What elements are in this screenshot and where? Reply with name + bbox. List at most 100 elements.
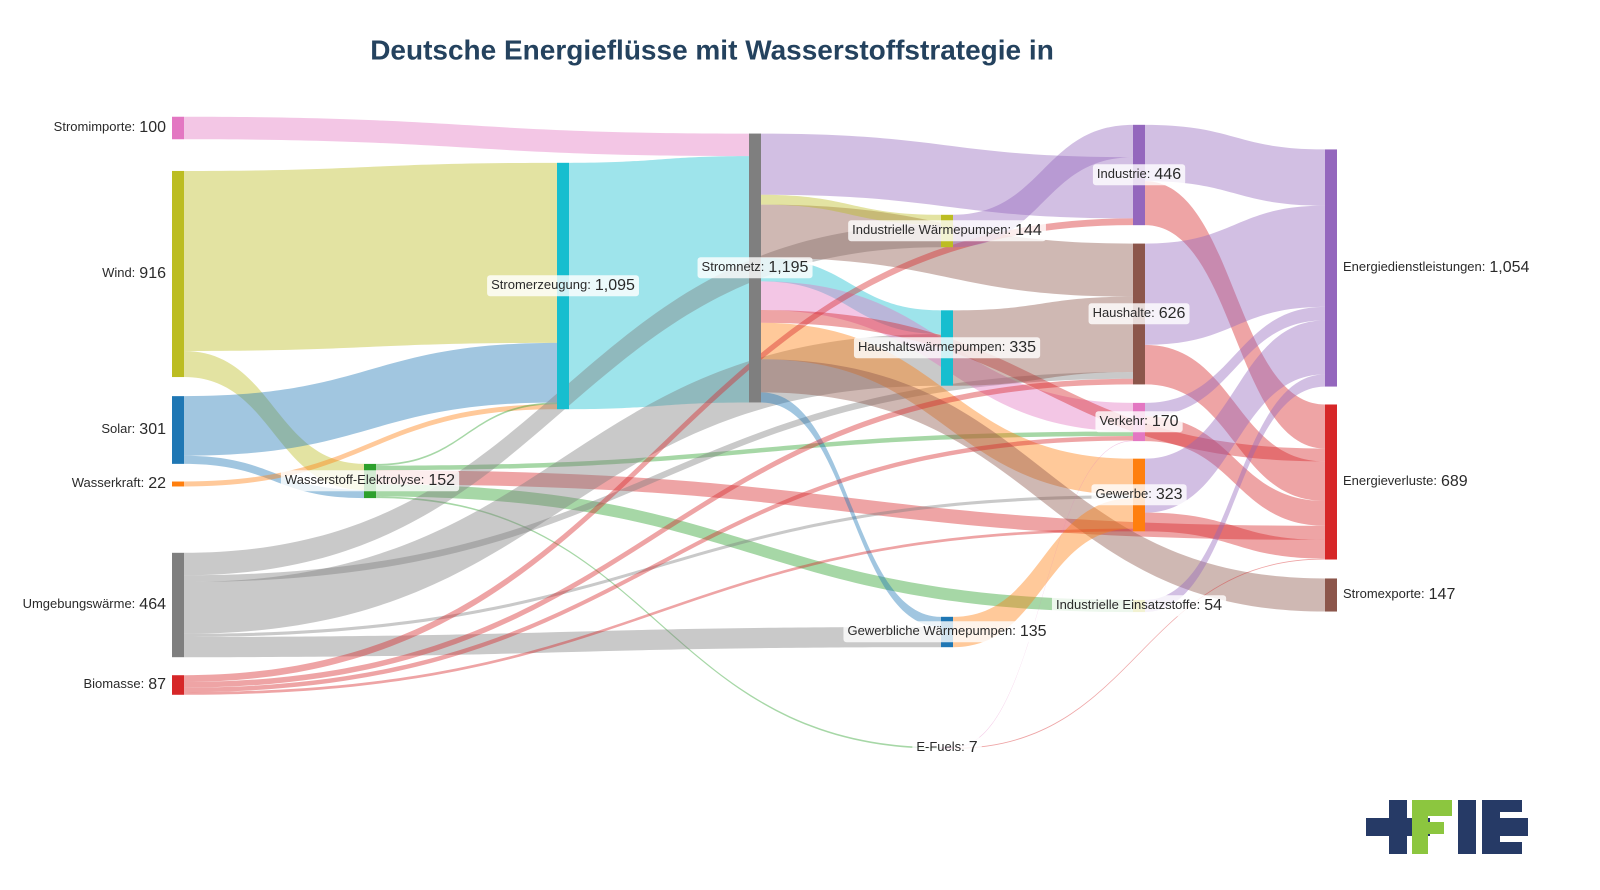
link (376, 431, 1133, 471)
link (1145, 205, 1325, 345)
node-value: 147 (1429, 586, 1456, 603)
node-name: Stromimporte: (54, 119, 136, 134)
link (184, 162, 557, 351)
node-label: Gewerbe: 323 (1095, 486, 1182, 503)
node-value: 54 (1204, 597, 1222, 614)
link (376, 470, 1325, 540)
link (953, 558, 1325, 749)
logo-part (1482, 800, 1500, 854)
node-name: Energieverluste: (1343, 473, 1437, 488)
label-background (1088, 303, 1190, 325)
node-name: Wasserstoff-Elektrolyse: (285, 472, 424, 487)
node-value: 916 (139, 265, 166, 282)
node-value: 323 (1156, 486, 1183, 503)
node-value: 22 (148, 475, 166, 492)
link (953, 440, 1133, 748)
link (184, 116, 749, 157)
label-background (487, 275, 639, 297)
node (1325, 149, 1337, 387)
link (184, 528, 1133, 695)
node-label: Wasserkraft: 22 (72, 475, 166, 492)
node-name: Stromexporte: (1343, 586, 1425, 601)
link (953, 296, 1133, 386)
link (184, 378, 1133, 688)
link (761, 322, 1133, 496)
node-name: Solar: (101, 421, 135, 436)
node-name: Haushaltswärmepumpen: (858, 339, 1005, 354)
node-value: 464 (139, 596, 166, 613)
node (172, 170, 184, 378)
node (172, 396, 184, 464)
node-label: Energieverluste: 689 (1343, 473, 1468, 490)
node-value: 100 (139, 119, 166, 136)
node-label: Gewerbliche Wärmepumpen: 135 (847, 623, 1046, 640)
link (761, 133, 1133, 219)
link (184, 350, 364, 490)
node-name: Verkehr: (1099, 413, 1147, 428)
node-name: Biomasse: (84, 676, 145, 691)
node-name: Wind: (102, 265, 135, 280)
node (172, 552, 184, 658)
link (953, 498, 1133, 648)
link (376, 484, 1133, 613)
node-name: Industrielle Wärmepumpen: (852, 222, 1011, 237)
label-background (280, 470, 460, 492)
label-background (843, 621, 1051, 643)
logo-part (1500, 800, 1522, 812)
node-name: Industrielle Einsatzstoffe: (1056, 597, 1200, 612)
node-value: 1,054 (1489, 259, 1529, 276)
node-name: Industrie: (1097, 166, 1150, 181)
link (1145, 416, 1325, 526)
logo-part (1389, 800, 1407, 854)
node (1325, 404, 1337, 560)
label-background (848, 220, 1046, 242)
link (1145, 306, 1325, 417)
logo (1366, 800, 1528, 854)
node-label: Biomasse: 87 (84, 676, 167, 693)
node-value: 144 (1015, 222, 1042, 239)
label-background (1051, 595, 1227, 617)
node-label: Industrielle Einsatzstoffe: 54 (1056, 597, 1222, 614)
link (184, 495, 1133, 637)
node-label: Stromexporte: 147 (1343, 586, 1455, 603)
node-value: 87 (148, 676, 166, 693)
node (172, 675, 184, 695)
node-label: Solar: 301 (101, 421, 166, 438)
link (1145, 374, 1325, 613)
node-value: 1,195 (768, 259, 808, 276)
node-label: Stromerzeugung: 1,095 (491, 277, 635, 294)
link (1145, 320, 1325, 513)
node-value: 170 (1152, 413, 1179, 430)
link (953, 124, 1133, 248)
link (569, 156, 749, 410)
node-value: 135 (1020, 623, 1047, 640)
node-value: 335 (1009, 339, 1036, 356)
link (761, 194, 941, 225)
node (1325, 578, 1337, 612)
logo-part (1412, 822, 1444, 834)
logo-part (1500, 818, 1528, 836)
node-label: Wind: 916 (102, 265, 166, 282)
chart-title: Deutsche Energieflüsse mit Wasserstoffst… (370, 34, 1054, 65)
node-label: Stromnetz: 1,195 (702, 259, 809, 276)
link (376, 496, 941, 749)
node-name: Haushalte: (1093, 305, 1155, 320)
label-background (697, 257, 813, 279)
label-background (853, 337, 1041, 359)
node-label: Energiedienstleistungen: 1,054 (1343, 259, 1530, 276)
link (184, 372, 1133, 583)
node-value: 1,095 (595, 277, 635, 294)
link (1145, 124, 1325, 206)
node-value: 7 (969, 739, 978, 756)
node-label: Umgebungswärme: 464 (23, 596, 167, 613)
link (184, 333, 941, 634)
node-label: Wasserstoff-Elektrolyse: 152 (285, 472, 455, 489)
node (172, 116, 184, 140)
label-background (1092, 164, 1186, 186)
link (1145, 512, 1325, 559)
label-background (1091, 484, 1187, 506)
link (184, 218, 1133, 682)
node-name: Gewerbe: (1095, 486, 1151, 501)
node-label: Haushalte: 626 (1093, 305, 1186, 322)
